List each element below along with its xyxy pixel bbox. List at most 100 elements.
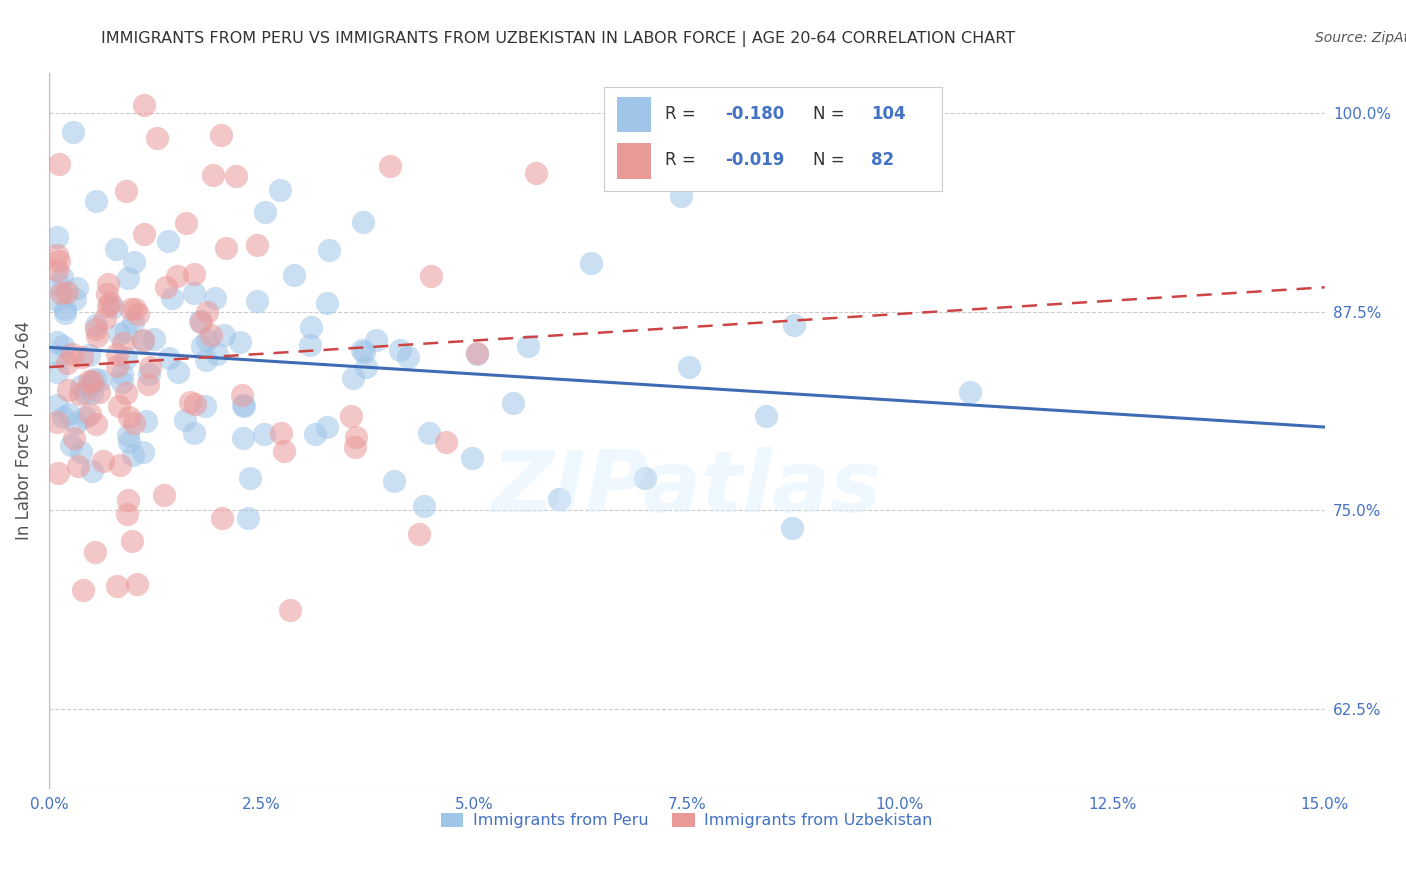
Point [253,427,276,442]
Point [434,435,457,450]
Point [46,248,69,262]
Point [174,216,197,230]
Point [70,444,93,458]
Point [51,285,73,300]
Point [183,286,205,301]
Point [52,409,75,424]
Point [105,242,128,256]
Point [239,471,262,485]
Point [87,385,110,400]
Point [352,343,374,357]
Point [783,318,806,332]
Point [48,277,70,292]
Point [51,269,73,284]
Point [139,359,162,374]
Point [63,432,86,446]
Point [86,329,108,343]
Point [236,511,259,525]
Point [316,296,339,310]
Point [108,458,131,472]
Point [232,398,254,412]
Point [173,413,195,427]
Point [634,471,657,485]
Point [46,415,69,429]
Point [56,384,79,398]
Point [413,499,436,513]
Point [166,269,188,284]
Point [146,130,169,145]
Y-axis label: In Labor Force | Age 20-64: In Labor Force | Age 20-64 [15,321,32,541]
Point [46,364,69,378]
Point [46,467,69,481]
Point [93,310,115,325]
Point [70,378,93,392]
Point [121,534,143,549]
Point [959,384,981,399]
Point [84,322,107,336]
Point [117,428,139,442]
Point [86,194,108,208]
Point [82,374,104,388]
Point [46,398,69,412]
Point [73,385,96,400]
Point [420,269,443,284]
Point [80,464,103,478]
Point [55,301,77,316]
Point [315,420,337,434]
Point [524,166,547,180]
Point [136,377,159,392]
Point [53,305,76,319]
Point [548,492,571,507]
Point [105,359,128,373]
Point [127,577,149,591]
Point [183,268,205,282]
Point [79,408,101,422]
Point [382,474,405,488]
Point [118,410,141,425]
Point [66,281,89,295]
Point [46,262,69,277]
Point [184,397,207,411]
Point [48,157,70,171]
Point [97,277,120,291]
Point [201,168,224,182]
Point [183,426,205,441]
Point [200,328,222,343]
Point [755,409,778,424]
Point [232,431,254,445]
Point [132,445,155,459]
Point [152,488,174,502]
Point [273,443,295,458]
Point [342,370,364,384]
Point [97,299,120,313]
Point [60,347,83,361]
Point [354,359,377,374]
Point [191,339,214,353]
Point [77,347,100,361]
Point [101,300,124,314]
Point [111,335,134,350]
Point [353,345,375,359]
Point [65,416,87,430]
Point [58,407,80,421]
Point [188,314,211,328]
Point [418,426,440,441]
Point [114,184,136,198]
Point [156,234,179,248]
Point [167,365,190,379]
Point [83,545,105,559]
Point [72,351,94,365]
Point [127,308,149,322]
Point [98,296,121,310]
Point [117,508,139,522]
Point [340,409,363,423]
Point [142,332,165,346]
Point [209,128,232,143]
Point [84,372,107,386]
Point [46,335,69,350]
Point [105,579,128,593]
Point [380,160,402,174]
Point [157,351,180,365]
Point [678,359,700,374]
Point [69,387,91,401]
